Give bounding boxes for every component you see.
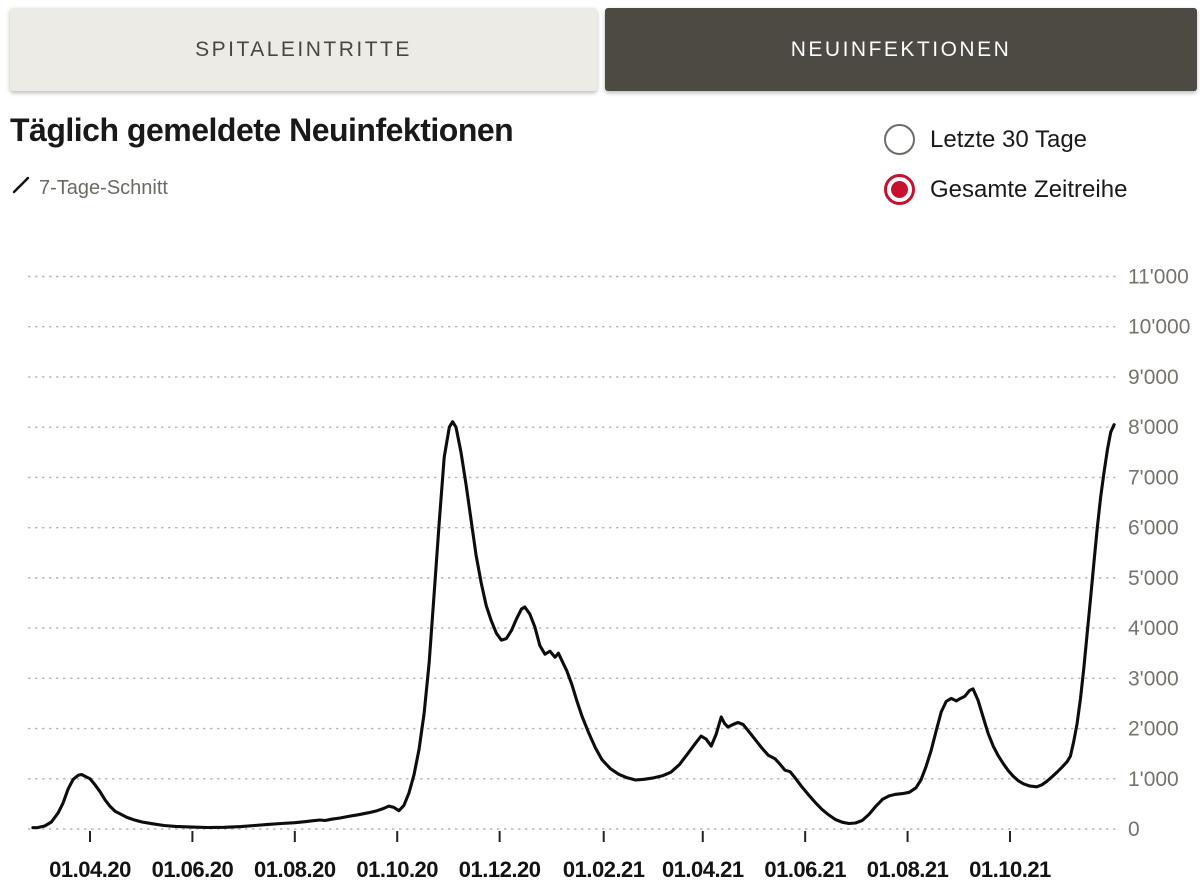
series-line — [31, 420, 1116, 830]
y-axis-label: 9'000 — [1128, 366, 1179, 389]
page-title: Täglich gemeldete Neuinfektionen — [10, 112, 514, 148]
y-axis-label: 7'000 — [1128, 466, 1179, 489]
radio-letzte-30-tage[interactable]: Letzte 30 Tage — [884, 124, 1127, 155]
x-axis-label: 01.06.21 — [764, 857, 846, 882]
tab-neuinfektionen-label: NEUINFEKTIONEN — [790, 37, 1012, 61]
y-axis-label: 3'000 — [1128, 667, 1179, 690]
line-sample-icon — [12, 176, 30, 200]
radio-circle-icon[interactable] — [884, 124, 915, 155]
y-axis-label: 10'000 — [1128, 316, 1190, 339]
x-axis-label: 01.12.20 — [459, 857, 541, 882]
x-axis-label: 01.04.21 — [662, 857, 744, 882]
y-axis-label: 4'000 — [1128, 617, 1179, 640]
y-axis-label: 6'000 — [1128, 517, 1179, 540]
x-axis-label: 01.04.20 — [49, 857, 131, 882]
x-axis-label: 01.10.20 — [356, 857, 438, 882]
chart-legend: 7-Tage-Schnitt — [12, 176, 168, 200]
x-axis-label: 01.08.20 — [254, 857, 336, 882]
y-axis-label: 8'000 — [1128, 416, 1179, 439]
x-axis-label: 01.08.21 — [867, 857, 949, 882]
legend-label: 7-Tage-Schnitt — [39, 176, 168, 199]
x-axis-label: 01.02.21 — [563, 857, 645, 882]
tab-spitaleintritte-label: SPITALEINTRITTE — [195, 37, 412, 61]
time-range-radio-group: Letzte 30 Tage Gesamte Zeitreihe — [884, 124, 1127, 205]
radio-label: Gesamte Zeitreihe — [930, 175, 1128, 203]
x-axis-label: 01.10.21 — [969, 857, 1051, 882]
x-axis-label: 01.06.20 — [152, 857, 234, 882]
radio-circle-icon[interactable] — [884, 174, 915, 205]
radio-label: Letzte 30 Tage — [930, 125, 1088, 153]
radio-gesamte-zeitreihe[interactable]: Gesamte Zeitreihe — [884, 174, 1127, 205]
tab-spitaleintritte[interactable]: SPITALEINTRITTE — [10, 8, 597, 91]
y-axis-label: 0 — [1128, 818, 1140, 841]
y-axis-label: 5'000 — [1128, 567, 1179, 590]
y-axis-label: 1'000 — [1128, 768, 1179, 791]
y-axis-label: 11'000 — [1128, 266, 1189, 289]
tab-neuinfektionen[interactable]: NEUINFEKTIONEN — [605, 8, 1197, 91]
y-axis-label: 2'000 — [1128, 718, 1179, 741]
